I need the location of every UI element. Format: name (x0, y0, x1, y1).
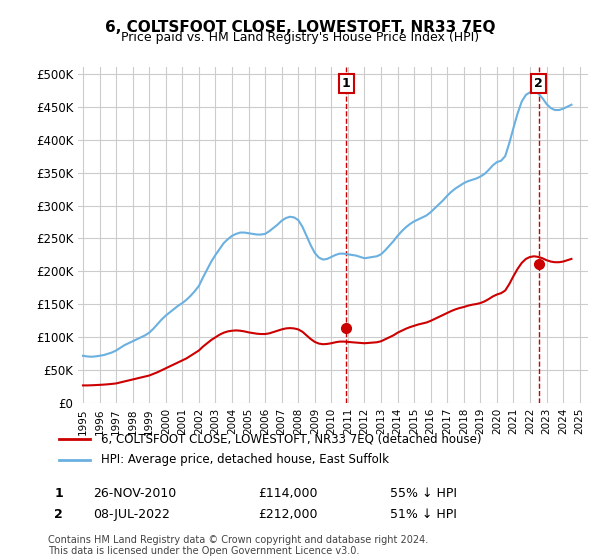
Text: 1: 1 (342, 77, 350, 90)
Text: 08-JUL-2022: 08-JUL-2022 (93, 507, 170, 521)
Text: 1: 1 (54, 487, 63, 500)
Text: Price paid vs. HM Land Registry's House Price Index (HPI): Price paid vs. HM Land Registry's House … (121, 31, 479, 44)
Text: 6, COLTSFOOT CLOSE, LOWESTOFT, NR33 7EQ (detached house): 6, COLTSFOOT CLOSE, LOWESTOFT, NR33 7EQ … (101, 432, 481, 445)
Text: £212,000: £212,000 (258, 507, 317, 521)
Text: 26-NOV-2010: 26-NOV-2010 (93, 487, 176, 500)
Text: 55% ↓ HPI: 55% ↓ HPI (390, 487, 457, 500)
Text: 2: 2 (54, 507, 63, 521)
Text: £114,000: £114,000 (258, 487, 317, 500)
Text: 2: 2 (534, 77, 543, 90)
Text: HPI: Average price, detached house, East Suffolk: HPI: Average price, detached house, East… (101, 454, 389, 466)
Text: 6, COLTSFOOT CLOSE, LOWESTOFT, NR33 7EQ: 6, COLTSFOOT CLOSE, LOWESTOFT, NR33 7EQ (105, 20, 495, 35)
Text: 51% ↓ HPI: 51% ↓ HPI (390, 507, 457, 521)
Text: Contains HM Land Registry data © Crown copyright and database right 2024.
This d: Contains HM Land Registry data © Crown c… (48, 535, 428, 557)
